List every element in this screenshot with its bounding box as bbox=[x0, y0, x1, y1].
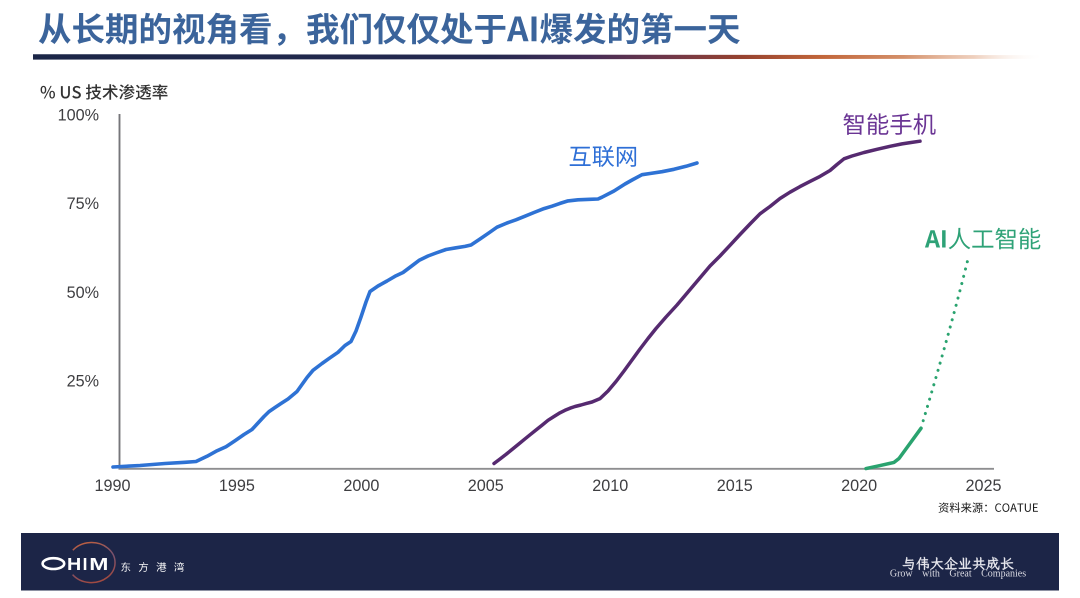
svg-text:Grow with Great Companies: Grow with Great Companies bbox=[890, 569, 1026, 580]
svg-text:2025: 2025 bbox=[965, 477, 1001, 495]
svg-text:25%: 25% bbox=[67, 373, 99, 391]
svg-text:75%: 75% bbox=[67, 195, 99, 213]
svg-text:100%: 100% bbox=[58, 107, 99, 125]
svg-text:2000: 2000 bbox=[343, 477, 379, 495]
svg-text:I: I bbox=[83, 554, 88, 574]
svg-text:2020: 2020 bbox=[841, 477, 877, 495]
svg-text:50%: 50% bbox=[67, 284, 99, 302]
svg-text:2010: 2010 bbox=[592, 477, 628, 495]
svg-text:H: H bbox=[67, 554, 81, 574]
svg-text:M: M bbox=[89, 556, 108, 575]
svg-text:2005: 2005 bbox=[468, 477, 504, 495]
svg-text:1990: 1990 bbox=[94, 477, 130, 495]
svg-text:2015: 2015 bbox=[717, 477, 753, 495]
svg-text:1995: 1995 bbox=[219, 477, 255, 495]
